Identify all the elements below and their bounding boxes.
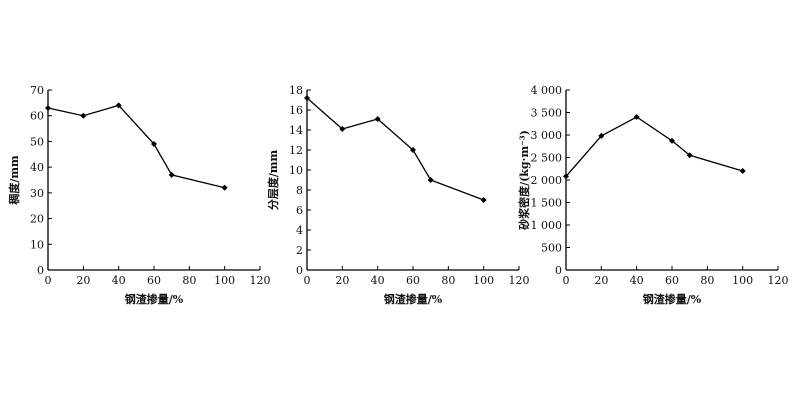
y-tick-label: 3 000 xyxy=(531,129,563,142)
data-point xyxy=(739,168,746,174)
y-tick-label: 60 xyxy=(30,110,44,123)
x-tick-label: 60 xyxy=(147,274,161,287)
x-tick-label: 60 xyxy=(665,274,679,287)
chart-panel-3: 0 500 1 000 1 500 2 000 2 500 3 000 3 500 4 000 0… xyxy=(517,84,789,306)
x-tick-label: 80 xyxy=(182,274,196,287)
y-tick-label: 18 xyxy=(289,84,303,97)
x-tick-label: 60 xyxy=(406,274,420,287)
x-tick-label: 40 xyxy=(112,274,126,287)
x-tick-label: 100 xyxy=(732,274,753,287)
x-tick-label: 20 xyxy=(335,274,349,287)
x-tick-label: 0 xyxy=(563,274,570,287)
x-tick-label: 20 xyxy=(594,274,608,287)
data-point xyxy=(221,184,228,191)
y-tick-label: 2 000 xyxy=(531,174,563,187)
y-tick-label: 2 xyxy=(296,244,303,257)
data-point xyxy=(304,95,310,101)
x-tick-label: 80 xyxy=(441,274,455,287)
y-axis-label: 砂浆密度/(kg·m⁻³) xyxy=(517,130,531,230)
y-tick-label: 30 xyxy=(30,187,44,200)
x-axis-label: 钢渣掺量/% xyxy=(384,292,443,306)
y-tick-label: 4 xyxy=(296,224,303,237)
data-point xyxy=(374,116,381,122)
chart-panel-2: 0 2 4 6 8 10 12 14 16 18 0 20 40 60 80 100 120 钢渣掺量/% 分层度/… xyxy=(266,84,530,306)
data-point xyxy=(633,114,640,120)
data-point xyxy=(669,137,675,144)
y-tick-label: 0 xyxy=(37,264,44,277)
x-tick-label: 20 xyxy=(76,274,90,287)
y-tick-label: 12 xyxy=(289,144,303,157)
x-tick-label: 100 xyxy=(214,274,235,287)
data-point xyxy=(168,171,175,178)
y-tick-label: 1 000 xyxy=(531,219,563,232)
x-tick-label: 120 xyxy=(250,274,271,287)
y-tick-label: 6 xyxy=(296,204,303,217)
y-tick-label: 14 xyxy=(289,124,303,137)
y-tick-label: 0 xyxy=(296,264,303,277)
x-tick-label: 120 xyxy=(509,274,530,287)
data-point xyxy=(480,197,487,203)
x-tick-label: 40 xyxy=(371,274,385,287)
data-point xyxy=(427,177,434,183)
x-tick-label: 0 xyxy=(304,274,311,287)
x-tick-label: 100 xyxy=(473,274,494,287)
series-line xyxy=(47,104,225,189)
x-tick-label: 120 xyxy=(768,274,789,287)
y-tick-label: 8 xyxy=(296,184,303,197)
y-tick-label: 10 xyxy=(30,238,44,251)
data-point xyxy=(151,141,157,147)
x-axis-label: 钢渣掺量/% xyxy=(125,292,184,306)
series-line xyxy=(306,97,484,201)
y-axis-label: 稠度/mm xyxy=(7,155,21,206)
x-axis-label: 钢渣掺量/% xyxy=(643,292,702,306)
y-tick-label: 10 xyxy=(289,164,303,177)
x-tick-label: 40 xyxy=(630,274,644,287)
y-tick-label: 0 xyxy=(555,264,562,277)
data-point xyxy=(686,152,693,159)
y-tick-label: 3 500 xyxy=(531,107,563,120)
y-tick-label: 2 500 xyxy=(531,152,563,165)
data-point xyxy=(410,147,416,153)
chart-panel-1: 0 10 20 30 40 50 60 70 0 20 40 60 80 100 120 钢渣掺量/% 稠度/m… xyxy=(7,84,271,306)
x-tick-label: 0 xyxy=(45,274,52,287)
data-point xyxy=(115,102,122,109)
y-tick-label: 500 xyxy=(541,242,562,255)
y-tick-label: 20 xyxy=(30,213,44,226)
x-tick-label: 80 xyxy=(700,274,714,287)
data-point xyxy=(598,132,605,139)
y-tick-label: 4 000 xyxy=(531,84,563,97)
y-tick-label: 50 xyxy=(30,135,44,148)
y-tick-label: 16 xyxy=(289,104,303,117)
y-tick-label: 1 500 xyxy=(531,197,563,210)
y-tick-label: 40 xyxy=(30,161,44,174)
data-point xyxy=(563,173,569,180)
series-line xyxy=(565,116,743,177)
data-point xyxy=(339,126,346,132)
y-axis-label: 分层度/mm xyxy=(266,149,280,210)
y-tick-label: 70 xyxy=(30,84,44,97)
data-point xyxy=(45,105,51,111)
data-point xyxy=(80,112,87,119)
